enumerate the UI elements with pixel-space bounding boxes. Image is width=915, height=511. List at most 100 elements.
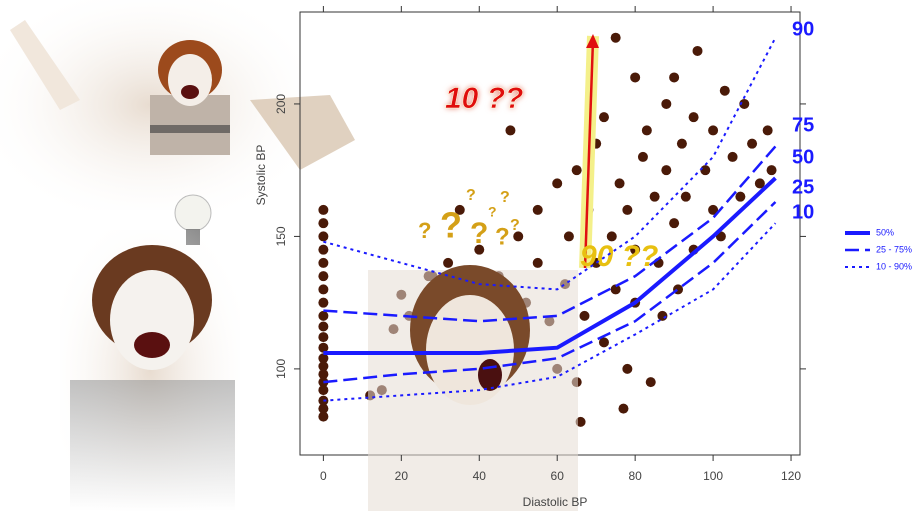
scatter-point (614, 178, 625, 189)
scatter-point (762, 125, 773, 136)
y-tick-label: 150 (274, 226, 288, 246)
scatter-point (563, 231, 574, 242)
question-mark: ? (470, 217, 488, 250)
scatter-point (532, 204, 543, 215)
scatter-point (318, 342, 329, 353)
scatter-point (676, 138, 687, 149)
scatter-point (318, 361, 329, 372)
annotation-high: 90 ?? (580, 240, 658, 273)
scatter-point (637, 151, 648, 162)
scatter-point (552, 178, 563, 189)
legend-label: 50% (876, 227, 894, 237)
scatter-point (622, 363, 633, 374)
scatter-point (645, 377, 656, 388)
scatter-point (318, 369, 329, 380)
scatter-point (318, 310, 329, 321)
scatter-point (532, 257, 543, 268)
scatter-point (575, 416, 586, 427)
scatter-point (708, 125, 719, 136)
legend-label: 10 - 90% (876, 261, 912, 271)
quantile-label: 90 (792, 18, 814, 40)
scatter-point (739, 98, 750, 109)
annotation-low: 10 ?? (445, 82, 523, 115)
scatter-point (591, 257, 602, 268)
scatter-point (610, 284, 621, 295)
question-mark: ? (440, 205, 462, 246)
y-tick-label: 100 (274, 359, 288, 379)
quantile-label: 50 (792, 146, 814, 168)
x-tick-label: 40 (473, 469, 487, 483)
y-axis-label: Systolic BP (254, 145, 268, 206)
quantile-line (323, 37, 777, 291)
scatter-point (622, 204, 633, 215)
scatter-point (630, 244, 641, 255)
scatter-point (692, 45, 703, 56)
scatter-point (318, 257, 329, 268)
quantile-line (323, 222, 777, 402)
scatter-point (318, 244, 329, 255)
scatter-point (680, 191, 691, 202)
legend-label: 25 - 75% (876, 244, 912, 254)
question-mark: ? (488, 204, 497, 220)
scatter-point (606, 231, 617, 242)
x-tick-label: 120 (781, 469, 801, 483)
scatter-point (505, 125, 516, 136)
question-mark: ? (500, 189, 510, 206)
scatter-point (657, 310, 668, 321)
question-mark: ? (495, 223, 510, 250)
scatter-point (754, 178, 765, 189)
scatter-point (454, 204, 465, 215)
x-tick-label: 20 (395, 469, 409, 483)
scatter-point (719, 85, 730, 96)
mime-picture-top (0, 0, 355, 210)
scatter-point (688, 112, 699, 123)
scatter-point (318, 297, 329, 308)
x-tick-label: 100 (703, 469, 723, 483)
scatter-point (661, 98, 672, 109)
scatter-point (598, 337, 609, 348)
scatter-point (579, 310, 590, 321)
question-mark: ? (510, 217, 520, 234)
scatter-point (669, 218, 680, 229)
x-tick-label: 0 (320, 469, 327, 483)
scatter-point (641, 125, 652, 136)
scatter-point (649, 191, 660, 202)
scatter-point (318, 411, 329, 422)
scatter-point (727, 151, 738, 162)
scatter-point (669, 72, 680, 83)
scatter-point (474, 244, 485, 255)
scatter-point (318, 403, 329, 414)
scatter-point (766, 165, 777, 176)
scatter-point (318, 385, 329, 396)
quantile-line (323, 176, 777, 355)
scatter-point (318, 231, 329, 242)
scatter-point (661, 165, 672, 176)
quantile-label: 25 (792, 176, 814, 198)
arrow-head (586, 34, 599, 48)
scatter-point (747, 138, 758, 149)
quantile-label: 10 (792, 201, 814, 223)
x-axis-label: Diastolic BP (523, 495, 588, 509)
scatter-point (318, 321, 329, 332)
scatter-point (618, 403, 629, 414)
scatter-point (571, 165, 582, 176)
arrow (583, 39, 595, 269)
scatter-point (318, 332, 329, 343)
scatter-point (318, 284, 329, 295)
scatter-point (610, 32, 621, 43)
scatter-point (443, 257, 454, 268)
mime-picture-bottom (60, 230, 240, 511)
scatter-point (630, 72, 641, 83)
scatter-point (513, 231, 524, 242)
scatter-point (318, 218, 329, 229)
scatter-point (318, 353, 329, 364)
scatter-point (735, 191, 746, 202)
question-mark: ? (466, 187, 476, 204)
x-tick-label: 60 (551, 469, 565, 483)
scatter-point (708, 204, 719, 215)
scatter-point (318, 204, 329, 215)
scatter-point (700, 165, 711, 176)
scatter-point (598, 112, 609, 123)
